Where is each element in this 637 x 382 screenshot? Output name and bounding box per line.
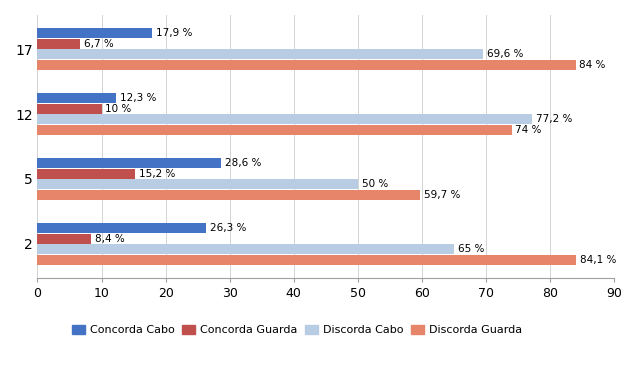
Bar [38, 104, 101, 114]
Text: 17,9 %: 17,9 % [156, 28, 192, 38]
Bar [38, 60, 576, 70]
Text: 6,7 %: 6,7 % [84, 39, 114, 49]
Bar [38, 234, 91, 244]
Text: 84,1 %: 84,1 % [580, 255, 617, 265]
Text: 8,4 %: 8,4 % [95, 234, 125, 244]
Bar [38, 244, 454, 254]
Bar [38, 49, 483, 60]
Text: 77,2 %: 77,2 % [536, 114, 572, 124]
Bar [38, 158, 220, 168]
Text: 50 %: 50 % [362, 179, 388, 189]
Text: 15,2 %: 15,2 % [139, 169, 175, 179]
Text: 84 %: 84 % [580, 60, 606, 70]
Bar [38, 93, 117, 104]
Text: 28,6 %: 28,6 % [225, 158, 261, 168]
Bar [38, 125, 512, 135]
Bar [38, 39, 80, 49]
Text: 65 %: 65 % [458, 244, 484, 254]
Bar [38, 223, 206, 233]
Text: 26,3 %: 26,3 % [210, 223, 246, 233]
Text: 74 %: 74 % [515, 125, 542, 135]
Bar [38, 28, 152, 38]
Text: 69,6 %: 69,6 % [487, 49, 524, 59]
Bar [38, 190, 420, 200]
Bar [38, 179, 358, 189]
Text: 12,3 %: 12,3 % [120, 93, 157, 103]
Bar [38, 255, 576, 265]
Text: 10 %: 10 % [105, 104, 132, 114]
Bar [38, 114, 532, 125]
Legend: Concorda Cabo, Concorda Guarda, Discorda Cabo, Discorda Guarda: Concorda Cabo, Concorda Guarda, Discorda… [68, 320, 527, 340]
Text: 59,7 %: 59,7 % [424, 190, 460, 200]
Bar [38, 168, 135, 179]
